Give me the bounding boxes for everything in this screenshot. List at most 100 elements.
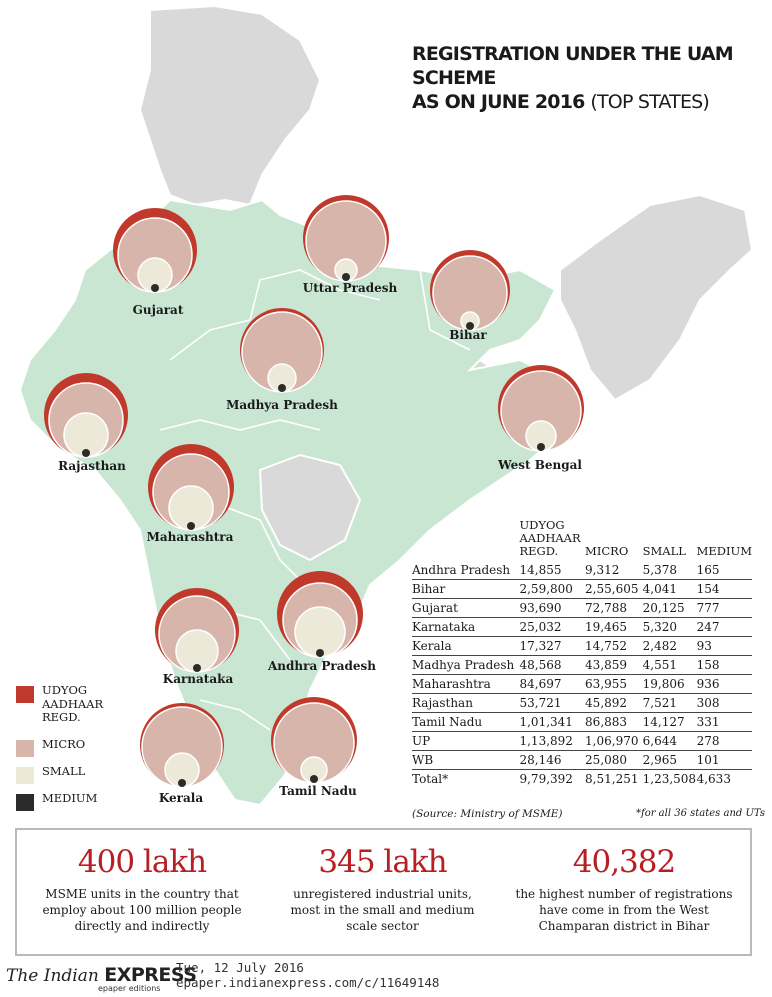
bubble-medium (316, 649, 324, 657)
legend-label-medium: MEDIUM (42, 791, 98, 805)
table-cell-medium: 936 (696, 674, 752, 694)
bubble-kerala: Kerala (140, 703, 224, 805)
table-cell-micro: 25,080 (585, 750, 643, 770)
table-row: Kerala 17,327 14,752 2,482 93 (412, 636, 752, 656)
stat-unregistered-units: 345 lakh unregistered industrial units, … (275, 830, 490, 934)
table-cell-state: Maharashtra (412, 674, 520, 694)
table-cell-medium: 331 (696, 712, 752, 732)
bubble-madhya-pradesh: Madhya Pradesh (226, 308, 338, 412)
table-cell-small: 4,551 (642, 655, 697, 675)
stat-value: 345 lakh (318, 844, 447, 880)
table-cell-small: 2,965 (642, 750, 697, 770)
brand-main: EXPRESS (104, 964, 197, 986)
table-row: Madhya Pradesh 48,568 43,859 4,551 158 (412, 655, 752, 675)
brand-prefix: The Indian (6, 966, 99, 986)
table-cell-micro: 9,312 (585, 561, 643, 580)
brand-sub: epaper editions (98, 984, 161, 993)
stat-desc: unregistered industrial units, most in t… (275, 886, 490, 934)
bubble-medium (466, 322, 474, 330)
table-cell-regd: 93,690 (519, 598, 586, 618)
northeast-grey-region (559, 193, 754, 402)
north-grey-region (138, 4, 322, 207)
bubble-medium (187, 522, 195, 530)
table-cell-state: WB (412, 750, 520, 770)
state-label: Karnataka (163, 672, 234, 686)
bubble-tamil-nadu: Tamil Nadu (271, 697, 357, 798)
bubble-medium (342, 273, 350, 281)
table-cell-micro: 14,752 (585, 636, 643, 656)
table-cell-regd: 1,01,341 (519, 712, 586, 732)
state-label: Uttar Pradesh (303, 281, 398, 295)
india-bubble-map: Gujarat Uttar Pradesh Bihar Madhya Pradesh R… (18, 4, 754, 807)
table-cell-state: Andhra Pradesh (412, 561, 520, 580)
legend-swatch-medium (16, 794, 34, 811)
table-cell-regd: 14,855 (519, 561, 586, 580)
table-cell-medium: 154 (696, 579, 752, 599)
table-cell-state: Total* (412, 772, 449, 786)
table-cell-small: 7,521 (642, 693, 697, 713)
table-cell-small: 6,644 (642, 731, 697, 751)
footer-url[interactable]: epaper.indianexpress.com/c/11649148 (176, 975, 440, 990)
table-cell-small: 2,482 (642, 636, 697, 656)
table-cell-state: Karnataka (412, 617, 520, 637)
stat-desc-line: most in the small and medium (290, 903, 475, 917)
table-row: Maharashtra 84,697 63,955 19,806 936 (412, 674, 752, 694)
table-row: Bihar 2,59,800 2,55,605 4,041 154 (412, 579, 752, 599)
table-row: WB 28,146 25,080 2,965 101 (412, 750, 752, 770)
footnote: *for all 36 states and UTs (636, 808, 765, 819)
table-cell-small: 14,127 (642, 712, 697, 732)
state-label: Kerala (159, 791, 203, 805)
title-line-2-main: AS ON JUNE 2016 (412, 91, 585, 113)
table-cell-medium: 93 (696, 636, 752, 656)
title-line-2: AS ON JUNE 2016 (TOP STATES) (412, 90, 762, 114)
bubble-uttar-pradesh: Uttar Pradesh (303, 195, 398, 295)
table-cell-micro: 43,859 (585, 655, 643, 675)
table-row: UP 1,13,892 1,06,970 6,644 278 (412, 731, 752, 751)
col-header-micro: MICRO (585, 544, 629, 558)
table-row: Andhra Pradesh 14,855 9,312 5,378 165 (412, 561, 752, 580)
bubble-andhra-pradesh: Andhra Pradesh (267, 571, 376, 673)
state-bubbles: Gujarat Uttar Pradesh Bihar Madhya Pradesh R… (44, 195, 584, 805)
legend-swatch-small (16, 767, 34, 784)
table-cell-medium: 101 (696, 750, 752, 770)
bubble-west-bengal: West Bengal (497, 365, 584, 472)
table-cell-micro: 8,51,251 (585, 772, 639, 786)
table-cell-regd: 1,13,892 (519, 731, 586, 751)
table-row: Karnataka 25,032 19,465 5,320 247 (412, 617, 752, 637)
table-header-row: UDYOG AADHAAR REGD. MICRO SMALL MEDIUM (412, 519, 752, 561)
footer-meta: Tue, 12 July 2016 epaper.indianexpress.c… (176, 960, 439, 990)
stat-value: 400 lakh (77, 844, 207, 880)
state-label: Madhya Pradesh (226, 398, 338, 412)
state-label: Tamil Nadu (279, 784, 357, 798)
table-cell-micro: 86,883 (585, 712, 643, 732)
key-stats-box: 400 lakh MSME units in the country that … (15, 828, 752, 956)
bubble-maharashtra: Maharashtra (147, 444, 234, 544)
stat-desc-line: scale sector (346, 919, 419, 933)
deccan-grey-region (258, 453, 362, 562)
state-label: Rajasthan (58, 459, 126, 473)
stat-desc-line: have come in from the West (539, 903, 709, 917)
table-cell-micro: 1,06,970 (585, 731, 643, 751)
chart-title: REGISTRATION UNDER THE UAM SCHEME AS ON … (412, 42, 762, 114)
table-cell-state: Kerala (412, 636, 520, 656)
legend-label-udyog: UDYOG AADHAAR REGD. (42, 683, 104, 724)
table-cell-micro: 2,55,605 (585, 579, 643, 599)
table-cell-medium: 158 (696, 655, 752, 675)
table-row: Total* 9,79,392 8,51,251 1,23,508 4,633 (412, 770, 752, 789)
col-header-state (412, 519, 519, 561)
bubble-medium (151, 284, 159, 292)
bubble-bihar: Bihar (430, 250, 510, 342)
stat-desc-line: unregistered industrial units, (293, 887, 472, 901)
table-cell-medium: 278 (696, 731, 752, 751)
table-cell-regd: 53,721 (519, 693, 586, 713)
table-cell-small: 20,125 (642, 598, 697, 618)
state-label: Maharashtra (147, 530, 234, 544)
col-header-regd: UDYOG AADHAAR REGD. (519, 518, 581, 558)
table-cell-micro: 45,892 (585, 693, 643, 713)
table-row: Rajasthan 53,721 45,892 7,521 308 (412, 693, 752, 713)
table-cell-regd: 9,79,392 (519, 772, 573, 786)
table-cell-small: 19,806 (642, 674, 697, 694)
table-cell-regd: 28,146 (519, 750, 586, 770)
bubble-gujarat: Gujarat (113, 208, 197, 317)
table-cell-regd: 48,568 (519, 655, 586, 675)
